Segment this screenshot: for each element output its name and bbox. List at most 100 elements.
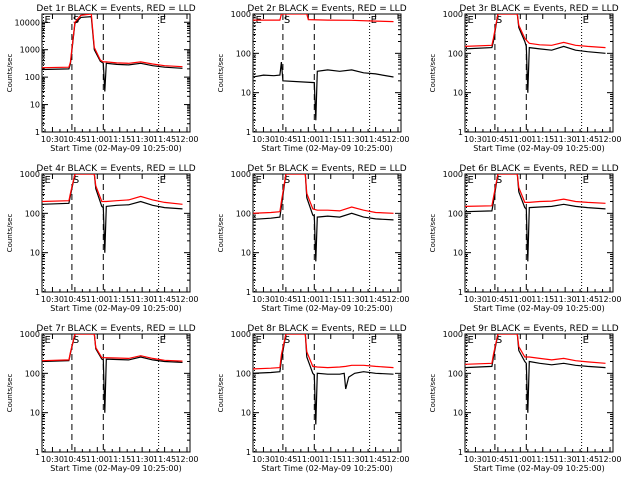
y-tick-label: 10 [241, 409, 251, 418]
y-tick-label: 10 [453, 409, 463, 418]
x-tick-label: 12:00 [175, 135, 198, 144]
y-tick-label: 1 [246, 288, 251, 297]
x-tick-label: 10:45 [274, 455, 297, 464]
series-events-line [253, 334, 394, 425]
marker-label: S [496, 15, 502, 26]
x-tick-label: 11:30 [554, 455, 577, 464]
marker-label: E [583, 175, 589, 186]
x-tick-label: 11:45 [364, 135, 387, 144]
x-tick-label: 11:45 [153, 455, 176, 464]
panel-2: Det 2r BLACK = Events, RED = LLD 1 10 100 10… [217, 4, 410, 153]
y-tick-label: 10 [30, 249, 40, 258]
x-tick-label: 12:00 [386, 295, 409, 304]
marker-label: E [371, 335, 377, 346]
x-tick-label: 10:45 [486, 455, 509, 464]
y-tick-label: 1 [246, 128, 251, 137]
marker-label: S [496, 175, 502, 186]
x-tick-label: 11:15 [108, 135, 131, 144]
x-tick-label: 10:45 [63, 135, 86, 144]
y-tick-label: 1 [35, 448, 40, 457]
x-tick-label: 10:45 [63, 455, 86, 464]
series-events-line [42, 16, 183, 92]
y-tick-label: 1000 [443, 10, 463, 19]
marker-label: E [255, 175, 261, 186]
x-tick-label: 11:30 [554, 135, 577, 144]
y-axis-label: Counts/sec [217, 54, 225, 93]
plot-frame [41, 173, 191, 293]
panel-title: Det 6r BLACK = Events, RED = LLD [459, 164, 618, 174]
x-tick-label: 11:00 [509, 295, 532, 304]
panel-7: Det 7r BLACK = Events, RED = LLD 1 10 100 10… [6, 324, 199, 473]
y-tick-label: 100 [448, 369, 463, 378]
x-tick-label: 11:15 [531, 295, 554, 304]
panel-title: Det 5r BLACK = Events, RED = LLD [247, 164, 406, 174]
y-axis-label: Counts/sec [217, 214, 225, 253]
plot-frame [41, 333, 191, 453]
x-tick-label: 10:45 [274, 295, 297, 304]
x-tick-label: 11:00 [297, 135, 320, 144]
x-axis-label: Start Time (02-May-09 10:25:00) [473, 464, 604, 473]
marker-label: E [467, 335, 473, 346]
y-tick-label: 100 [25, 209, 40, 218]
x-tick-label: 11:00 [86, 295, 109, 304]
x-tick-label: 10:30 [41, 295, 64, 304]
marker-label: E [160, 335, 166, 346]
x-tick-label: 11:45 [364, 295, 387, 304]
y-tick-label: 1000 [20, 170, 40, 179]
marker-label: S [284, 15, 290, 26]
marker-label: E [371, 175, 377, 186]
y-tick-label: 10 [30, 101, 40, 110]
x-tick-label: 11:00 [297, 295, 320, 304]
x-tick-label: 11:45 [576, 295, 599, 304]
x-tick-label: 11:15 [319, 455, 342, 464]
y-tick-label: 100 [25, 369, 40, 378]
panel-title: Det 1r BLACK = Events, RED = LLD [36, 4, 195, 14]
y-tick-label: 1 [246, 448, 251, 457]
y-axis-label: Counts/sec [217, 374, 225, 413]
x-tick-label: 11:15 [108, 455, 131, 464]
x-tick-label: 10:30 [464, 135, 487, 144]
marker-label: E [44, 175, 50, 186]
x-axis-label: Start Time (02-May-09 10:25:00) [50, 464, 181, 473]
x-tick-label: 12:00 [175, 295, 198, 304]
series-lld-line [253, 334, 394, 370]
x-tick-label: 11:30 [131, 455, 154, 464]
series-lld-line [42, 334, 183, 362]
series-lld-line [465, 174, 606, 207]
x-tick-label: 11:15 [319, 295, 342, 304]
x-tick-label: 11:45 [576, 135, 599, 144]
y-tick-label: 1 [458, 288, 463, 297]
marker-label: E [44, 15, 50, 26]
marker-label: S [73, 175, 79, 186]
x-tick-label: 10:45 [486, 295, 509, 304]
x-axis-label: Start Time (02-May-09 10:25:00) [261, 304, 392, 313]
y-tick-label: 1000 [443, 170, 463, 179]
x-tick-label: 11:00 [86, 455, 109, 464]
y-axis-label: Counts/sec [6, 54, 14, 93]
y-axis-label: Counts/sec [429, 54, 437, 93]
x-tick-label: 11:15 [319, 135, 342, 144]
plot-frame [464, 173, 614, 293]
y-tick-label: 100 [25, 73, 40, 82]
x-tick-label: 11:15 [531, 455, 554, 464]
x-axis-label: Start Time (02-May-09 10:25:00) [50, 144, 181, 153]
x-tick-label: 12:00 [386, 455, 409, 464]
series-lld-line [253, 14, 394, 23]
y-tick-label: 1 [458, 128, 463, 137]
y-tick-label: 1000 [20, 330, 40, 339]
series-lld-line [465, 334, 606, 365]
x-tick-label: 10:30 [41, 135, 64, 144]
x-tick-label: 11:30 [342, 295, 365, 304]
x-tick-label: 11:30 [554, 295, 577, 304]
marker-label: E [160, 175, 166, 186]
x-tick-label: 11:00 [86, 135, 109, 144]
series-lld-line [465, 14, 606, 49]
panel-title: Det 9r BLACK = Events, RED = LLD [459, 324, 618, 334]
x-tick-label: 11:00 [509, 455, 532, 464]
x-tick-label: 11:30 [131, 135, 154, 144]
panel-title: Det 2r BLACK = Events, RED = LLD [247, 4, 406, 14]
panel-1: Det 1r BLACK = Events, RED = LLD 1 10 100 10… [6, 4, 199, 153]
marker-label: E [583, 15, 589, 26]
x-tick-label: 11:45 [153, 135, 176, 144]
